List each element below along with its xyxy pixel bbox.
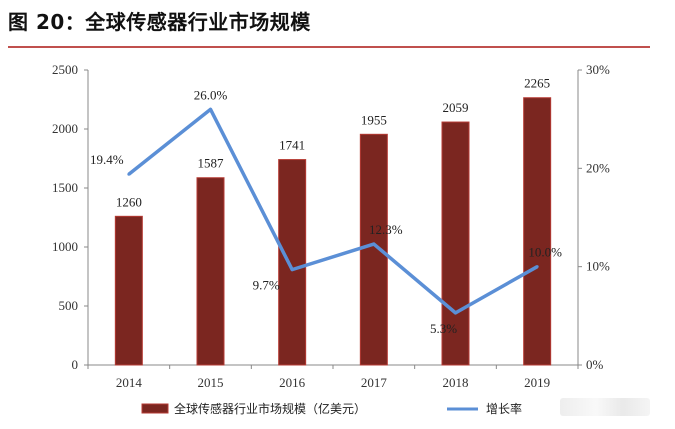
- left-tick-label: 500: [59, 298, 79, 313]
- legend-line-label: 增长率: [486, 401, 522, 416]
- x-tick-label: 2019: [524, 375, 550, 390]
- bar-value-label: 1741: [279, 138, 305, 153]
- bar-value-label: 2265: [524, 76, 550, 91]
- bar-value-label: 1587: [198, 156, 225, 171]
- left-tick-label: 0: [72, 357, 79, 372]
- bar: [441, 121, 470, 366]
- bar-series: [114, 97, 552, 366]
- line-value-label: 26.0%: [194, 87, 228, 102]
- right-tick-label: 0%: [586, 357, 604, 372]
- line-point: [454, 311, 457, 315]
- x-tick-label: 2016: [279, 375, 306, 390]
- watermark-logo: [560, 398, 650, 416]
- bar-value-label: 2059: [443, 100, 469, 115]
- bar: [278, 159, 307, 366]
- bar: [359, 133, 388, 366]
- figure-title: 图 20：全球传感器行业市场规模: [8, 10, 311, 34]
- line-value-label: 12.3%: [369, 222, 403, 237]
- growth-line: [127, 107, 539, 315]
- right-tick-label: 20%: [586, 160, 610, 175]
- line-value-label: 5.3%: [430, 321, 457, 336]
- x-tick-label: 2015: [198, 375, 224, 390]
- line-value-label: 10.0%: [528, 245, 562, 260]
- chart-legend: 全球传感器行业市场规模（亿美元） 增长率: [141, 401, 522, 416]
- line-point: [372, 242, 376, 246]
- x-tick-label: 2018: [443, 375, 469, 390]
- x-tick-label: 2017: [361, 375, 388, 390]
- line-point: [290, 268, 294, 272]
- line-value-labels: 19.4% 26.0% 9.7% 12.3% 5.3% 10.0%: [90, 87, 562, 336]
- chart-axes: 0 500 1000 1500 2000 2500 0% 10% 20% 30% 2014 2015 2…: [52, 62, 610, 390]
- bar-value-label: 1955: [361, 112, 387, 127]
- line-value-label: 19.4%: [90, 152, 124, 167]
- line-point: [127, 172, 131, 176]
- left-tick-label: 2500: [52, 62, 78, 77]
- left-tick-label: 2000: [52, 121, 78, 136]
- bar-value-labels: 1260 1587 1741 1955 2059 2265: [116, 76, 550, 210]
- right-tick-label: 30%: [586, 62, 610, 77]
- bar: [523, 97, 552, 366]
- line-series: [127, 107, 539, 315]
- line-point: [535, 265, 539, 269]
- left-tick-label: 1000: [52, 239, 78, 254]
- legend-bar-label: 全球传感器行业市场规模（亿美元）: [174, 401, 366, 416]
- bar: [114, 215, 143, 366]
- legend-bar-swatch: [141, 403, 169, 414]
- title-divider: [8, 46, 650, 48]
- x-tick-label: 2014: [116, 375, 143, 390]
- line-point: [209, 107, 212, 111]
- line-value-label: 9.7%: [253, 278, 280, 293]
- bar: [196, 177, 225, 366]
- right-tick-label: 10%: [586, 259, 610, 274]
- bar-value-label: 1260: [116, 194, 142, 209]
- left-tick-label: 1500: [52, 180, 78, 195]
